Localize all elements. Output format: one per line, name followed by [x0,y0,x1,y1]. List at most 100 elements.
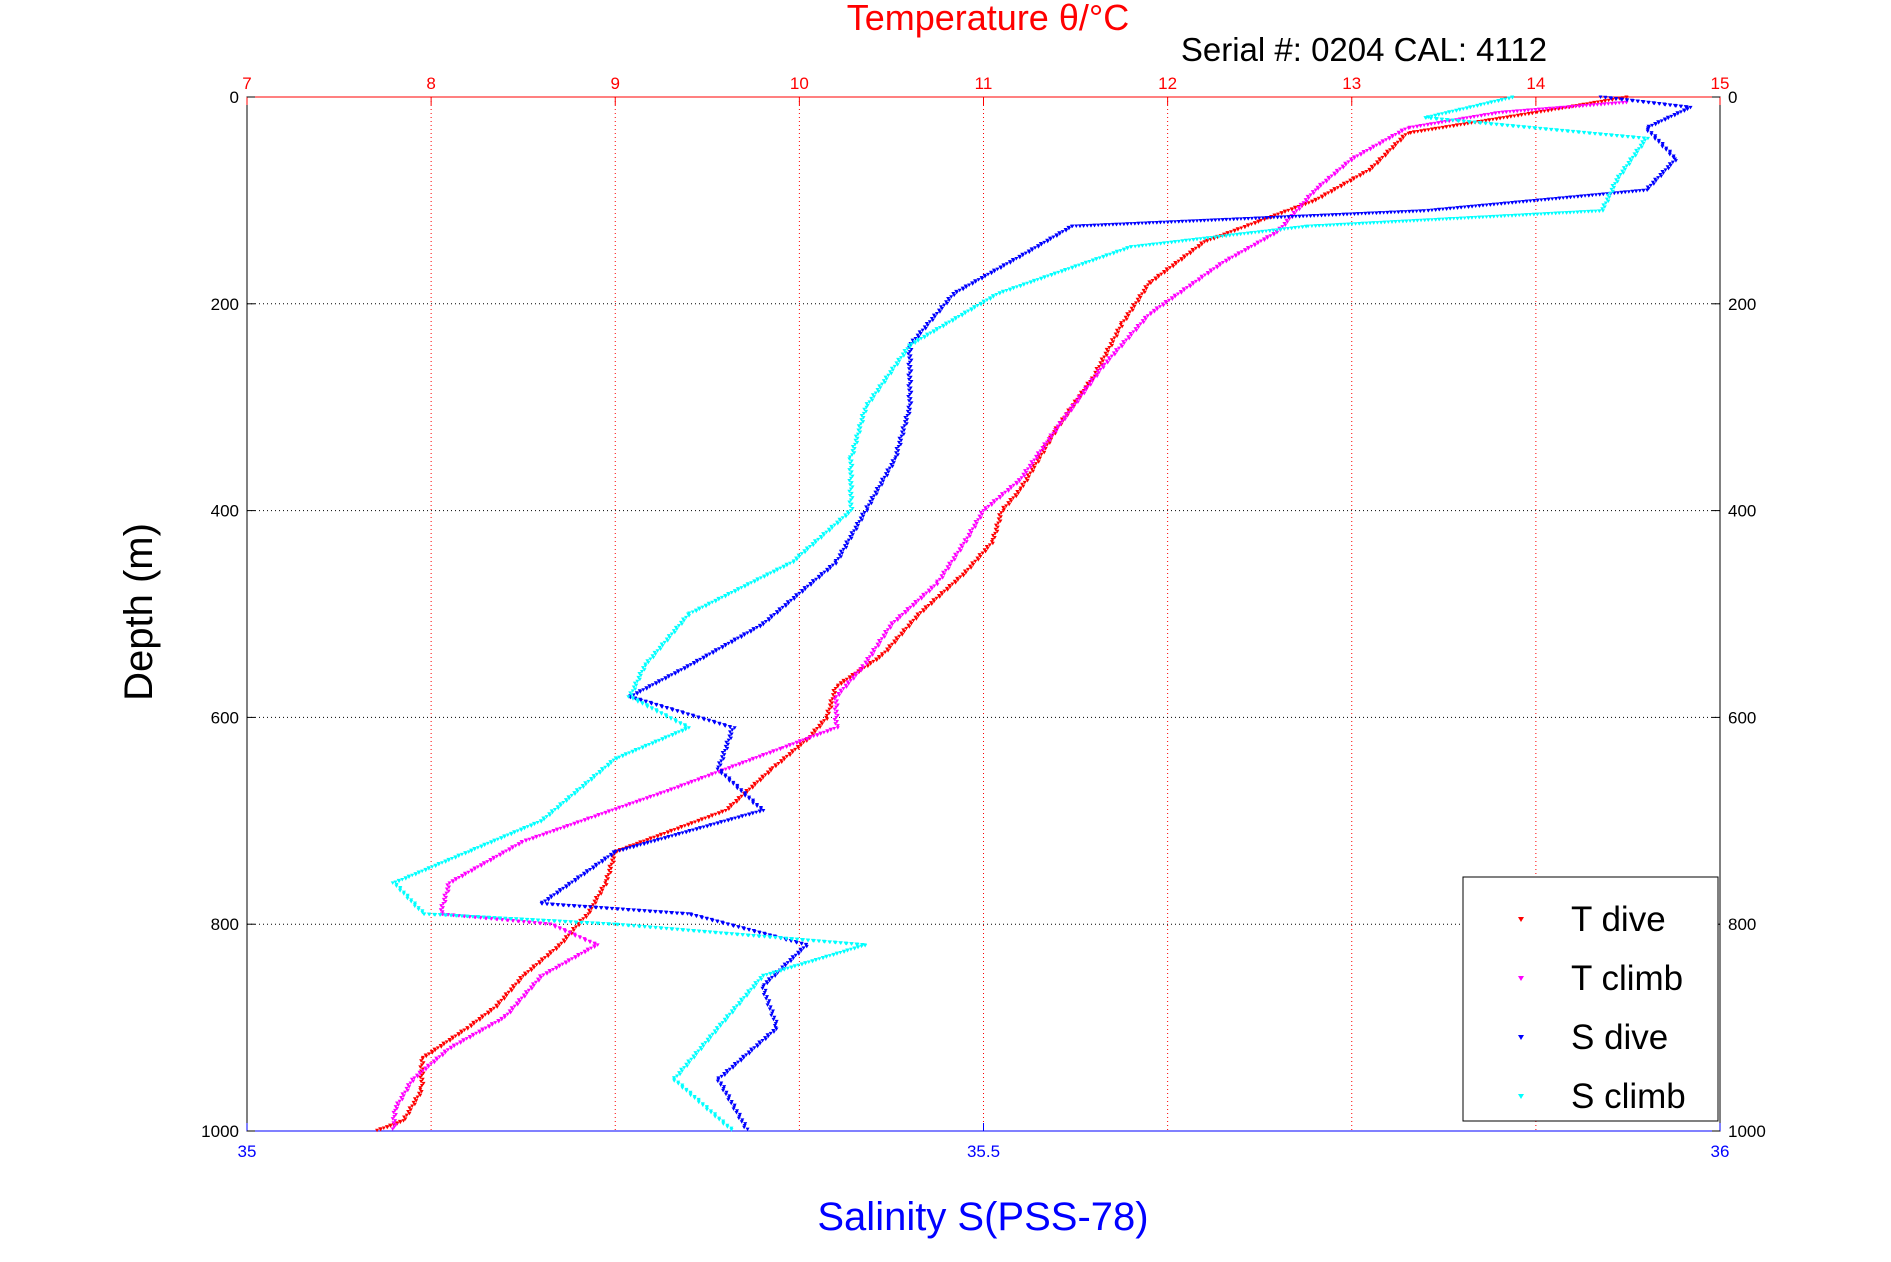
data-point [688,663,693,667]
data-point [1559,106,1564,110]
data-point [840,551,845,556]
data-point [489,841,494,845]
data-point [842,544,847,548]
data-point [611,922,616,927]
data-point [752,930,757,934]
data-point [761,984,766,989]
data-point [490,1023,495,1027]
data-point [1383,154,1388,158]
data-point [515,829,520,833]
data-point [1530,111,1535,116]
data-point [548,830,553,835]
data-point [830,701,835,705]
data-point [840,516,845,520]
data-point [647,685,652,689]
data-point [1042,275,1047,280]
data-point [435,1046,440,1050]
data-point [747,991,752,995]
data-point [1184,286,1189,290]
data-point [1025,479,1030,483]
data-point [1257,216,1262,221]
data-point [631,685,636,690]
data-point [1165,268,1170,273]
data-point [813,730,818,734]
data-point [648,837,653,841]
data-point [961,287,966,292]
data-point [429,1062,434,1066]
data-point [1443,111,1448,116]
data-point [1056,270,1061,275]
data-point [990,538,995,542]
data-point [719,759,724,763]
data-point [614,757,619,761]
data-point [804,739,809,743]
data-point [1461,119,1466,124]
data-point [1568,210,1573,215]
data-point [549,895,554,900]
data-point [570,957,575,961]
data-point [606,873,611,877]
data-point [701,656,706,661]
data-point [589,778,594,782]
data-point [520,841,525,845]
data-point [1077,397,1082,401]
data-point [445,1048,450,1052]
data-point [482,843,487,848]
data-point [1598,95,1603,99]
data-point [967,534,972,539]
data-point [426,1065,431,1069]
data-point [967,529,972,533]
data-point [1021,283,1026,287]
data-point [1144,287,1149,291]
data-point [1371,221,1376,225]
data-point [1021,472,1026,477]
data-point [1620,101,1625,105]
data-point [553,925,558,929]
data-point [563,920,568,924]
data-point [879,483,884,487]
data-point [621,923,626,927]
data-point [1205,239,1210,243]
data-point [744,1053,749,1057]
data-point [923,326,928,331]
data-point [882,475,887,480]
data-point [789,966,794,970]
data-point [764,997,769,1001]
data-point [864,409,869,414]
data-point [472,867,477,872]
data-point [1390,220,1395,224]
data-point [694,914,699,919]
data-point [835,726,840,730]
data-point [725,1070,730,1075]
data-point [894,361,899,365]
data-point [918,611,923,615]
data-point [1306,201,1311,205]
data-point [897,436,902,441]
data-point [758,755,763,759]
data-point [589,946,594,951]
data-point [701,825,706,830]
data-point [833,558,838,563]
data-point [827,707,832,712]
data-point [1329,190,1334,194]
data-point [865,509,870,513]
data-point [1478,103,1483,107]
data-point [946,567,951,571]
data-point [1486,101,1491,106]
data-point [670,911,675,915]
data-point [932,315,937,319]
data-point [1433,218,1438,222]
data-point [1127,310,1132,314]
data-point [1089,223,1094,228]
data-point [596,813,601,818]
data-point [861,514,866,519]
left-tick-label: 1000 [201,1122,239,1141]
legend-label: S climb [1571,1077,1686,1116]
data-point [617,849,622,853]
data-point [1426,218,1431,222]
data-point [1130,308,1135,313]
data-point [1129,333,1134,338]
data-point [375,1128,380,1133]
data-point [757,934,762,939]
data-point [1348,179,1353,184]
